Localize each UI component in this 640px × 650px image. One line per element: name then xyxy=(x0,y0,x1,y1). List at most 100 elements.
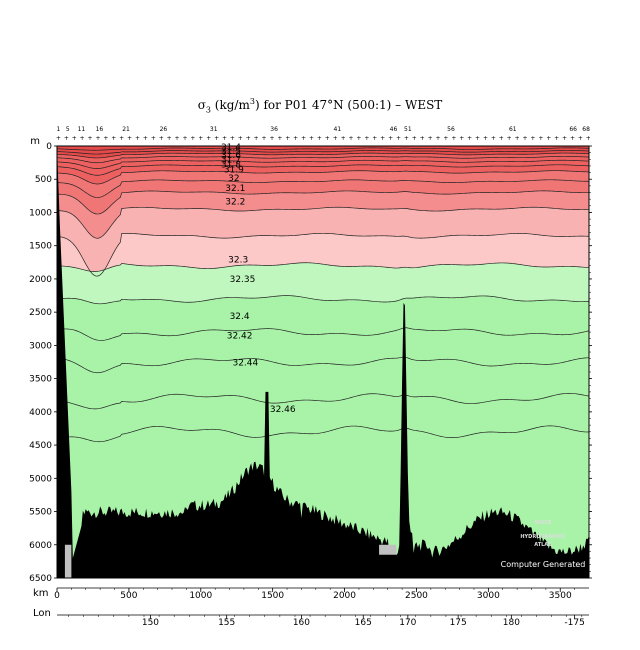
station-mark: + xyxy=(530,135,535,142)
contour-line xyxy=(57,295,589,305)
station-mark: + xyxy=(412,135,417,142)
station-mark: + xyxy=(325,135,330,142)
density-band xyxy=(57,262,589,304)
station-label: 56 xyxy=(447,126,455,133)
station-mark: + xyxy=(159,135,164,142)
station-mark: + xyxy=(396,135,401,142)
station-mark: + xyxy=(364,135,369,142)
station-mark: + xyxy=(443,135,448,142)
contour-label: 31.9 xyxy=(224,166,244,176)
contour-line xyxy=(57,190,589,215)
seafloor-shape xyxy=(57,146,589,578)
station-label: 5 xyxy=(66,126,70,133)
station-mark: + xyxy=(135,135,140,142)
contour-line xyxy=(57,147,589,151)
station-mark: + xyxy=(349,135,354,142)
y-axis-label: m xyxy=(30,136,40,147)
contour-line xyxy=(57,232,589,277)
station-label: 41 xyxy=(334,126,342,133)
density-band xyxy=(57,233,589,277)
x-tick-label: 3500 xyxy=(549,591,572,601)
y-tick-label: 4500 xyxy=(29,441,52,451)
contour-label: 31.7 xyxy=(221,156,241,166)
station-mark: + xyxy=(499,135,504,142)
lon-tick-label: 165 xyxy=(355,618,372,628)
station-mark: + xyxy=(586,135,591,142)
station-label: 31 xyxy=(210,126,218,133)
contour-label: 31.4 xyxy=(221,143,241,153)
station-mark: + xyxy=(301,135,306,142)
lon-tick-label: 175 xyxy=(450,618,467,628)
station-mark: + xyxy=(222,135,227,142)
station-label: 26 xyxy=(160,126,168,133)
y-tick-label: 3000 xyxy=(29,341,52,351)
station-mark: + xyxy=(88,135,93,142)
station-mark: + xyxy=(285,135,290,142)
station-mark: + xyxy=(175,135,180,142)
x-tick-label: 1500 xyxy=(261,591,284,601)
lon-axis-label: Lon xyxy=(33,608,51,619)
station-mark: + xyxy=(523,135,528,142)
station-mark: + xyxy=(95,135,100,142)
contour-line xyxy=(57,179,589,198)
station-mark: + xyxy=(451,135,456,142)
station-mark: + xyxy=(467,135,472,142)
station-label: 11 xyxy=(78,126,86,133)
station-mark: + xyxy=(214,135,219,142)
station-mark: + xyxy=(459,135,464,142)
x-tick-label: 1000 xyxy=(189,591,212,601)
density-band xyxy=(57,190,589,239)
contour-line xyxy=(57,356,589,374)
station-mark: + xyxy=(546,135,551,142)
density-band xyxy=(57,170,589,215)
no-data-patch xyxy=(64,544,72,578)
credit-text: Computer Generated xyxy=(501,560,586,569)
y-tick-label: 6500 xyxy=(29,574,52,584)
y-tick-label: 5000 xyxy=(29,474,52,484)
y-tick-label: 6000 xyxy=(29,541,52,551)
contour-label: 32.4 xyxy=(230,312,250,322)
contour-label: 31.5 xyxy=(221,147,241,157)
station-mark: + xyxy=(119,135,124,142)
chart-title: σ3 (kg/m3) for P01 47°N (500:1) – WEST xyxy=(197,97,443,115)
station-mark: + xyxy=(230,135,235,142)
seafloor xyxy=(57,146,589,578)
station-label: 46 xyxy=(390,126,398,133)
station-mark: + xyxy=(198,135,203,142)
station-mark: + xyxy=(428,135,433,142)
station-mark: + xyxy=(341,135,346,142)
logo-word: WOCE xyxy=(535,520,552,526)
station-mark: + xyxy=(333,135,338,142)
plot-frame xyxy=(56,145,590,579)
station-mark: + xyxy=(269,135,274,142)
contour-line xyxy=(57,206,589,239)
station-mark: + xyxy=(491,135,496,142)
station-label: 68 xyxy=(582,126,590,133)
station-mark: + xyxy=(143,135,148,142)
station-mark: + xyxy=(578,135,583,142)
station-mark: + xyxy=(72,135,77,142)
contour-line xyxy=(57,159,589,169)
y-tick-label: 2000 xyxy=(29,275,52,285)
density-contours xyxy=(57,147,589,443)
contour-label: 32.42 xyxy=(227,332,253,342)
x-tick-label: 500 xyxy=(120,591,137,601)
x-tick-label: 2000 xyxy=(333,591,356,601)
station-mark: + xyxy=(562,135,567,142)
station-mark: + xyxy=(317,135,322,142)
contour-label: 32.44 xyxy=(232,358,258,368)
station-mark: + xyxy=(238,135,243,142)
station-label: 1 xyxy=(57,126,61,133)
x-tick-label: 2500 xyxy=(405,591,428,601)
station-mark: + xyxy=(277,135,282,142)
station-mark: + xyxy=(127,135,132,142)
contour-line xyxy=(57,393,589,410)
density-band xyxy=(57,207,589,277)
logo-word: ATLAS xyxy=(534,542,552,548)
lon-tick-label: 150 xyxy=(142,618,159,628)
station-mark: + xyxy=(475,135,480,142)
contour-label: 32.3 xyxy=(228,255,248,265)
x-tick-label: 3000 xyxy=(477,591,500,601)
